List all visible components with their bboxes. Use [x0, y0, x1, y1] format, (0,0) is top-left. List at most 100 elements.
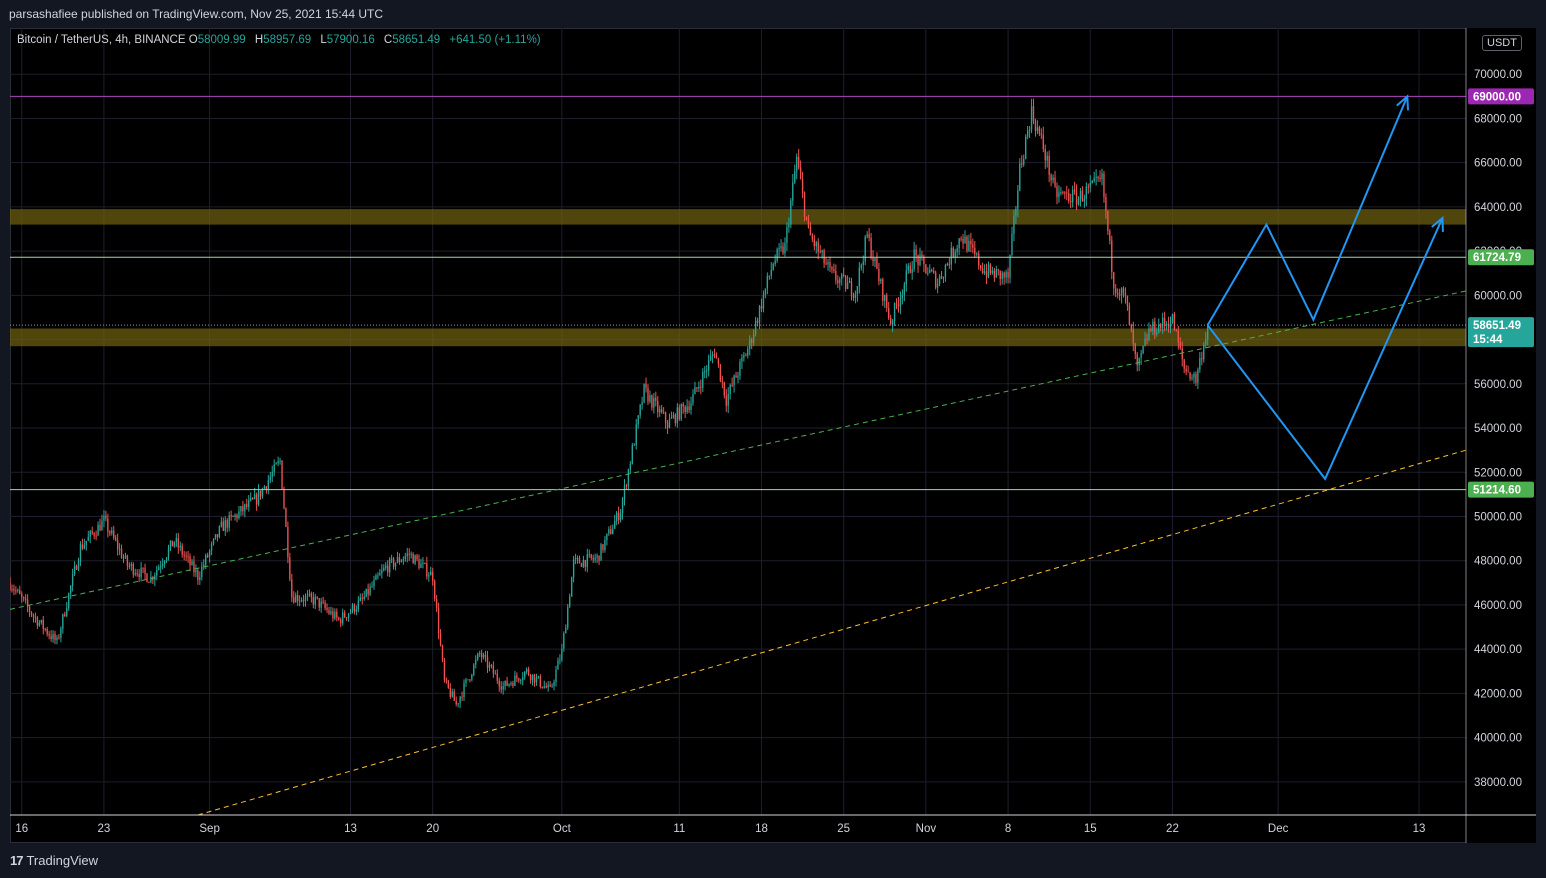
candle-body: [1201, 358, 1203, 360]
candle-body: [1152, 321, 1154, 331]
level-price-tag-bg: [1468, 249, 1534, 266]
candle-body: [160, 566, 162, 568]
candle-body: [28, 606, 31, 613]
candle-body: [1105, 197, 1107, 212]
candle-body: [363, 596, 365, 599]
candle-body: [1030, 106, 1033, 130]
candle-body: [660, 409, 663, 413]
candle-body: [786, 227, 788, 243]
candle-body: [623, 485, 626, 500]
candle-body: [888, 308, 890, 318]
low-value: 57900.16: [326, 34, 375, 46]
candle-body: [876, 258, 878, 269]
candle-body: [1197, 369, 1199, 383]
candle-body: [778, 248, 780, 250]
price-tick-label: 68000.00: [1474, 113, 1522, 125]
candle-body: [394, 562, 397, 567]
candle-body: [1103, 173, 1105, 198]
candle-body: [633, 444, 635, 446]
candle-body: [835, 270, 837, 281]
candle-body: [351, 604, 354, 612]
candle-body: [1195, 373, 1197, 383]
level-price-tag: 61724.79: [1473, 252, 1521, 264]
candle-body: [764, 288, 767, 295]
candle-body: [253, 494, 256, 500]
candle-body: [841, 274, 843, 280]
candle-body: [1132, 329, 1134, 344]
candle-body: [56, 637, 58, 641]
candle-body: [300, 600, 303, 602]
candle-body: [627, 469, 630, 487]
candle-body: [596, 555, 598, 558]
candle-body: [991, 270, 994, 274]
candle-body: [197, 570, 199, 580]
candle-body: [269, 476, 271, 481]
candle-body: [934, 272, 937, 288]
candle-body: [506, 680, 508, 686]
candle-body: [723, 382, 725, 396]
candle-body: [993, 270, 996, 278]
candle-body: [201, 566, 203, 578]
candle-body: [471, 674, 473, 680]
candle-body: [702, 371, 704, 388]
candle-body: [833, 269, 835, 271]
price-chart[interactable]: 38000.00 40000.00 42000.00 44000.00 46000.00…: [10, 28, 1536, 843]
candle-body: [1175, 330, 1178, 332]
candle-body: [165, 557, 168, 562]
candle-body: [424, 562, 426, 564]
projection-arrowhead: [1431, 215, 1444, 232]
candle-body: [854, 294, 857, 298]
chart-area[interactable]: [10, 28, 1536, 843]
candle-body: [114, 537, 117, 541]
candle-body: [371, 586, 373, 588]
candle-body: [404, 556, 406, 560]
candle-body: [694, 387, 696, 395]
currency-badge[interactable]: USDT: [1482, 35, 1522, 51]
candle-body: [23, 597, 25, 599]
close-label: C: [383, 34, 393, 46]
candle-body: [1136, 354, 1138, 366]
candle-body: [1193, 373, 1195, 378]
candle-body: [1122, 288, 1125, 294]
candle-body: [707, 360, 710, 371]
candle-body: [551, 685, 553, 687]
candle-body: [762, 294, 765, 309]
candle-body: [349, 611, 352, 614]
candle-body: [1189, 372, 1191, 379]
candle-body: [541, 686, 543, 688]
candle-body: [1019, 163, 1021, 191]
candle-body: [1163, 317, 1166, 325]
candle-body: [737, 375, 739, 378]
tradingview-logo[interactable]: 17 TradingView: [10, 853, 98, 868]
candle-body: [751, 339, 753, 343]
candle-body: [234, 514, 236, 517]
candle-body: [230, 515, 232, 517]
candle-body: [586, 554, 588, 567]
candle-body: [794, 171, 796, 183]
candle-body: [122, 557, 125, 559]
candle-body: [175, 538, 178, 542]
candle-body: [118, 548, 121, 550]
candle-body: [739, 361, 741, 376]
candle-body: [909, 265, 911, 273]
candle-body: [557, 660, 559, 670]
candle-body: [1116, 293, 1119, 295]
candle-body: [433, 581, 436, 599]
candle-body: [999, 270, 1001, 280]
price-axis-bg: [1466, 28, 1536, 843]
candle-body: [617, 512, 620, 521]
candle-body: [504, 680, 506, 687]
candle-body: [259, 490, 262, 497]
candle-body: [946, 263, 949, 266]
price-tick-label: 44000.00: [1474, 644, 1522, 656]
candle-body: [494, 673, 497, 675]
candle-body: [498, 680, 500, 687]
candle-body: [866, 234, 868, 237]
close-value: 58651.49: [392, 34, 441, 46]
candle-body: [754, 320, 757, 335]
candle-body: [99, 524, 101, 531]
candle-body: [1097, 176, 1099, 178]
candle-body: [486, 656, 489, 668]
candle-body: [120, 548, 123, 558]
level-price-tag: 51214.60: [1473, 485, 1521, 497]
